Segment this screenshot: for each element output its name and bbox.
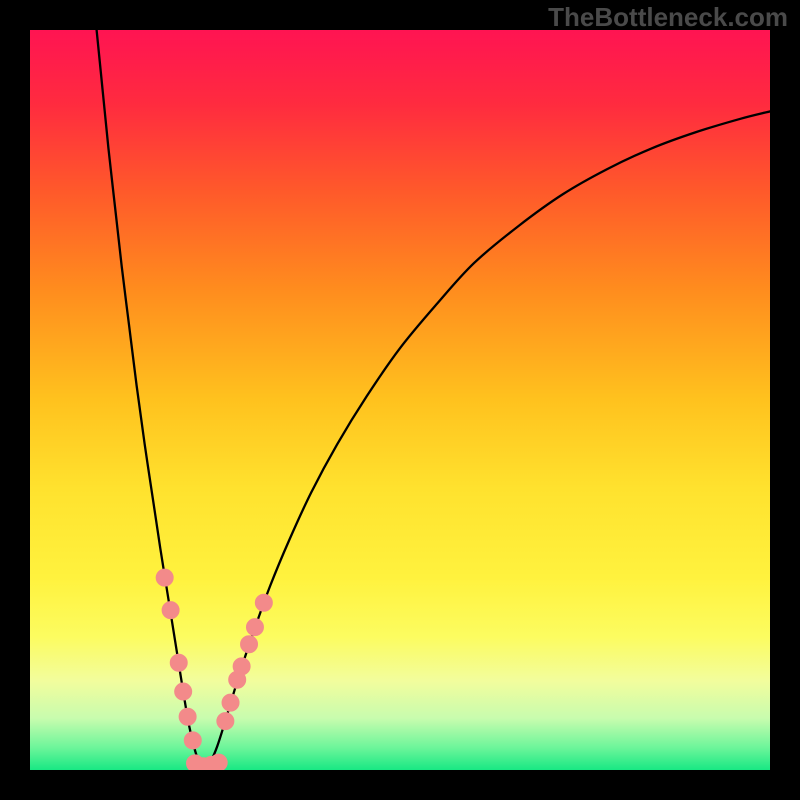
left-curve — [97, 30, 204, 768]
marker-point — [241, 636, 258, 653]
right-curve — [206, 111, 770, 767]
data-markers — [156, 569, 272, 770]
marker-point — [175, 683, 192, 700]
chart-svg — [30, 30, 770, 770]
marker-point — [156, 569, 173, 586]
marker-point — [170, 654, 187, 671]
marker-point — [184, 732, 201, 749]
plot-area — [30, 30, 770, 770]
watermark-text: TheBottleneck.com — [548, 2, 788, 33]
marker-point — [222, 694, 239, 711]
marker-point — [210, 754, 227, 770]
marker-point — [255, 594, 272, 611]
marker-point — [246, 619, 263, 636]
marker-point — [217, 713, 234, 730]
marker-point — [179, 708, 196, 725]
marker-point — [233, 658, 250, 675]
marker-point — [162, 602, 179, 619]
chart-frame — [0, 0, 800, 800]
